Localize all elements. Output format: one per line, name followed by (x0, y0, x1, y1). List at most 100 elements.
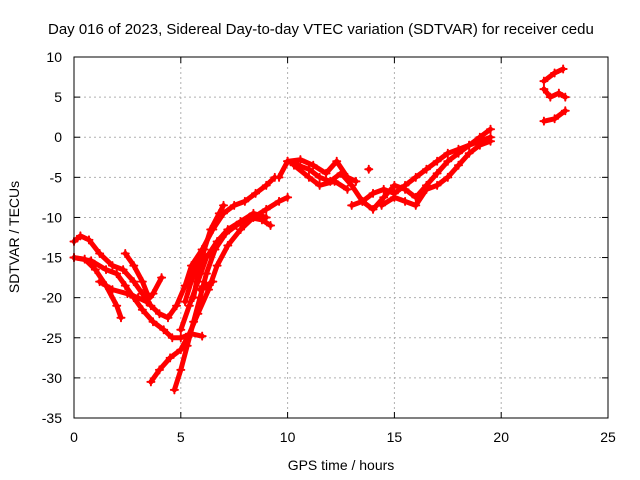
data-point (101, 265, 111, 275)
data-point (169, 385, 179, 395)
data-point (199, 245, 209, 255)
x-tick-label: 25 (600, 429, 616, 445)
series-trace (541, 86, 568, 100)
data-point (176, 345, 186, 355)
y-tick-label: -30 (42, 370, 62, 386)
data-point (342, 184, 352, 194)
data-point (193, 269, 203, 279)
data-point (146, 377, 156, 387)
data-point (261, 180, 271, 190)
data-point (189, 293, 199, 303)
data-point (75, 231, 85, 241)
y-tick-label: -15 (42, 250, 62, 266)
data-point (560, 106, 570, 116)
data-point (144, 293, 154, 303)
chart-title: Day 016 of 2023, Sidereal Day-to-day VTE… (48, 21, 594, 38)
data-point (248, 208, 258, 218)
data-point (377, 200, 387, 210)
data-point (251, 188, 261, 198)
data-point (295, 155, 305, 165)
data-point (464, 148, 474, 158)
data-point (157, 273, 167, 283)
data-point (308, 160, 318, 170)
y-tick-label: 10 (46, 49, 62, 65)
data-point (283, 156, 293, 166)
grid-lines (74, 57, 608, 418)
data-point (486, 136, 496, 146)
data-point (159, 325, 169, 335)
y-tick-label: -25 (42, 330, 62, 346)
data-point (120, 249, 130, 259)
data-point (180, 297, 190, 307)
data-point (107, 261, 117, 271)
data-point (283, 192, 293, 202)
x-tick-label: 5 (177, 429, 185, 445)
data-point (443, 148, 453, 158)
data-point (172, 301, 182, 311)
data-point (137, 277, 147, 287)
data-point (120, 281, 130, 291)
data-point (236, 216, 246, 226)
data-point (165, 353, 175, 363)
data-point (443, 156, 453, 166)
x-tick-label: 10 (280, 429, 296, 445)
data-point (400, 196, 410, 206)
data-point (539, 116, 549, 126)
data-point (368, 188, 378, 198)
data-point (400, 180, 410, 190)
data-point (364, 164, 374, 174)
data-point (184, 301, 194, 311)
data-point (411, 200, 421, 210)
y-tick-label: 0 (54, 129, 62, 145)
data-series (69, 64, 570, 395)
data-point (389, 192, 399, 202)
data-point (154, 309, 164, 319)
x-axis-ticks: 0 5 10 15 20 25 (70, 57, 616, 445)
data-point (443, 172, 453, 182)
data-point (212, 237, 222, 247)
data-point (197, 331, 207, 341)
data-point (274, 172, 284, 182)
data-point (201, 281, 211, 291)
data-point (148, 317, 158, 327)
series-trace (122, 251, 152, 301)
data-point (206, 224, 216, 234)
data-point (223, 241, 233, 251)
data-point (453, 144, 463, 154)
data-point (475, 140, 485, 150)
data-point (95, 277, 105, 287)
data-point (379, 184, 389, 194)
series-trace (182, 174, 278, 305)
data-point (116, 313, 126, 323)
x-tick-label: 0 (70, 429, 78, 445)
data-point (475, 132, 485, 142)
data-point (176, 333, 186, 343)
data-point (486, 124, 496, 134)
data-point (214, 208, 224, 218)
data-point (464, 140, 474, 150)
data-point (539, 84, 549, 94)
data-point (229, 200, 239, 210)
data-point (539, 76, 549, 86)
data-point (351, 176, 361, 186)
data-point (421, 164, 431, 174)
data-point (266, 220, 276, 230)
data-point (379, 192, 389, 202)
plot-frame (73, 56, 609, 419)
data-point (176, 325, 186, 335)
data-point (550, 114, 560, 124)
data-point (208, 277, 218, 287)
data-point (122, 289, 132, 299)
data-point (129, 277, 139, 287)
data-point (90, 265, 100, 275)
data-point (560, 92, 570, 102)
data-point (321, 168, 331, 178)
y-tick-label: -10 (42, 209, 62, 225)
data-point (107, 285, 117, 295)
data-point (274, 196, 284, 206)
data-point (389, 180, 399, 190)
data-point (182, 341, 192, 351)
x-tick-label: 20 (493, 429, 509, 445)
data-point (95, 249, 105, 259)
data-point (453, 160, 463, 170)
